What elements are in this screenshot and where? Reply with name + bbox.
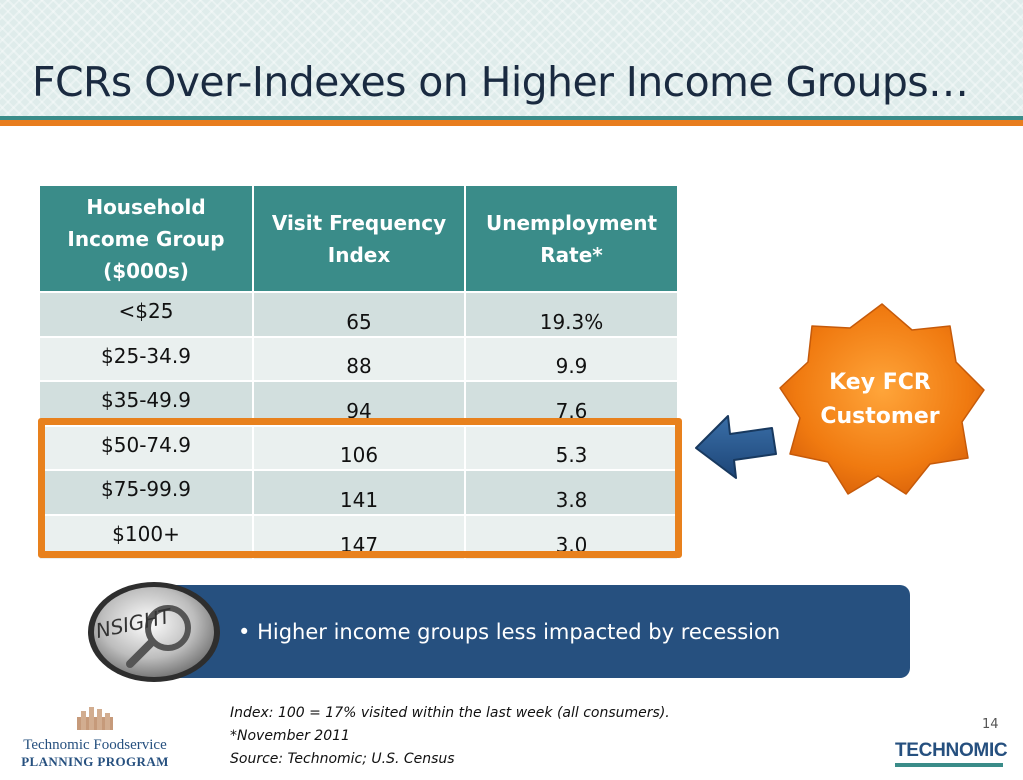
cell-index: 65 bbox=[253, 291, 466, 337]
insight-bar bbox=[130, 585, 910, 678]
key-fcr-badge-icon bbox=[779, 303, 985, 495]
slide-number: 14 bbox=[982, 717, 999, 732]
insight-bullet-text: Higher income groups less impacted by re… bbox=[257, 620, 781, 644]
bullet-dot-icon: • bbox=[238, 620, 251, 644]
footnote-index: Index: 100 = 17% visited within the last… bbox=[230, 705, 670, 721]
left-arrow-icon bbox=[695, 415, 777, 479]
cell-income: $75-99.9 bbox=[40, 469, 254, 515]
header-unemployment: Unemployment Rate* bbox=[465, 186, 677, 292]
header-accent-rule bbox=[0, 120, 1023, 126]
table-row: $50-74.9 106 5.3 bbox=[40, 424, 677, 470]
badge-line-1: Key FCR bbox=[829, 370, 931, 395]
technomic-foodservice-logo: Technomic Foodservice PLANNING PROGRAM bbox=[20, 705, 170, 770]
insight-magnifier-icon: NSIGHT bbox=[88, 582, 220, 682]
logo-underline bbox=[895, 763, 1003, 767]
technomic-wordmark: TECHNOMIC bbox=[895, 740, 1008, 761]
footnote-date: *November 2011 bbox=[230, 728, 350, 744]
badge-line-2: Customer bbox=[820, 404, 940, 429]
income-table: Household Income Group ($000s) Visit Fre… bbox=[40, 186, 677, 559]
cell-index: 141 bbox=[253, 469, 466, 515]
table-header-row: Household Income Group ($000s) Visit Fre… bbox=[40, 186, 677, 292]
building-icon bbox=[77, 707, 113, 730]
cell-income: $25-34.9 bbox=[40, 335, 254, 381]
cell-index: 88 bbox=[253, 335, 466, 381]
cell-index: 106 bbox=[253, 424, 466, 470]
badge-label: Key FCR Customer bbox=[790, 366, 970, 434]
footnotes: Index: 100 = 17% visited within the last… bbox=[230, 702, 670, 771]
cell-unemployment: 9.9 bbox=[465, 335, 677, 381]
header-rule bbox=[0, 116, 1023, 120]
table-row: $25-34.9 88 9.9 bbox=[40, 335, 677, 381]
header-visit-index: Visit Frequency Index bbox=[253, 186, 466, 292]
cell-income: <$25 bbox=[40, 291, 254, 337]
cell-unemployment: 5.3 bbox=[465, 424, 677, 470]
table-row: <$25 65 19.3% bbox=[40, 291, 677, 337]
higher-income-highlight bbox=[38, 418, 682, 558]
insight-bullet: • Higher income groups less impacted by … bbox=[238, 620, 780, 644]
header-band bbox=[0, 0, 1023, 118]
slide-title: FCRs Over-Indexes on Higher Income Group… bbox=[32, 58, 969, 106]
footnote-source: Source: Technomic; U.S. Census bbox=[230, 751, 455, 767]
table-row: $75-99.9 141 3.8 bbox=[40, 469, 677, 515]
header-income-group: Household Income Group ($000s) bbox=[40, 186, 254, 292]
cell-income: $50-74.9 bbox=[40, 424, 254, 470]
logo-line-1: Technomic Foodservice bbox=[23, 737, 167, 753]
cell-unemployment: 19.3% bbox=[465, 291, 677, 337]
logo-line-2: PLANNING PROGRAM bbox=[21, 754, 169, 769]
cell-unemployment: 3.8 bbox=[465, 469, 677, 515]
technomic-logo: TECHNOMIC bbox=[895, 740, 1008, 767]
